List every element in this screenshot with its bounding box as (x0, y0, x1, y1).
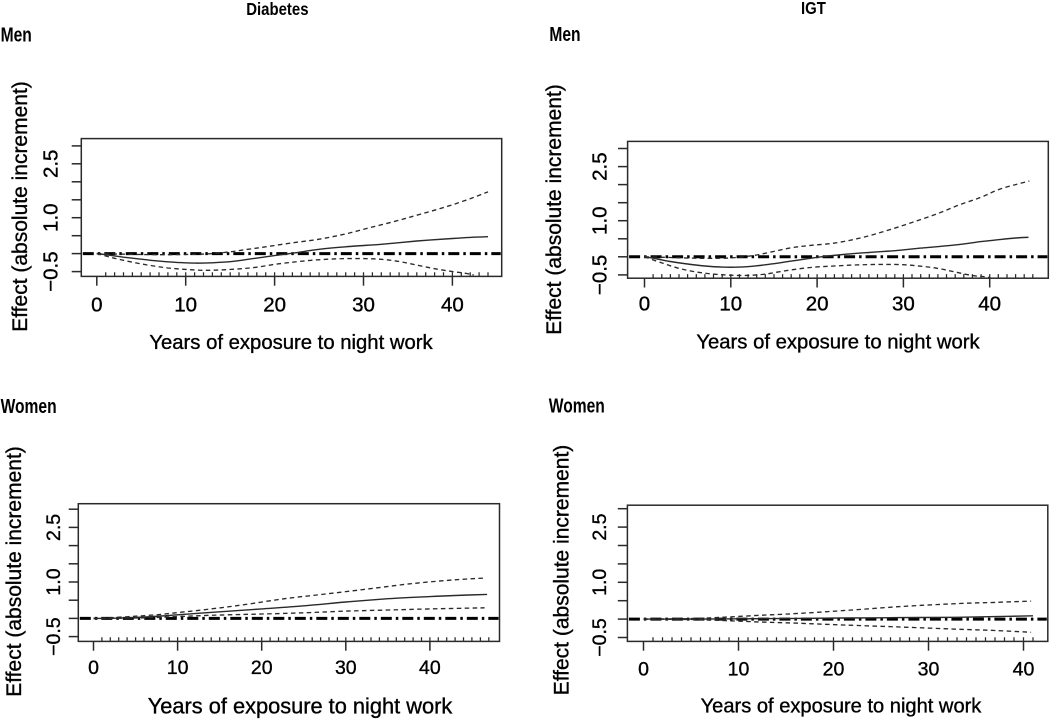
svg-text:20: 20 (806, 293, 829, 316)
svg-text:Effect (absolute increment): Effect (absolute increment) (543, 84, 566, 335)
svg-text:10: 10 (728, 659, 750, 681)
svg-text:Years of exposure to night wor: Years of exposure to night work (149, 332, 433, 354)
svg-text:10: 10 (167, 657, 189, 679)
svg-text:0: 0 (91, 294, 102, 317)
svg-text:Men: Men (549, 23, 580, 45)
svg-text:40: 40 (978, 293, 1001, 316)
svg-text:30: 30 (918, 659, 940, 681)
svg-text:Women: Women (1, 395, 57, 417)
svg-text:2.5: 2.5 (40, 150, 63, 179)
svg-text:1.0: 1.0 (40, 203, 63, 232)
svg-text:IGT: IGT (801, 0, 826, 18)
svg-text:40: 40 (1013, 659, 1035, 681)
svg-text:−0.5: −0.5 (40, 251, 63, 291)
svg-text:Women: Women (549, 394, 605, 416)
svg-text:10: 10 (174, 294, 197, 317)
svg-text:−0.5: −0.5 (589, 255, 612, 295)
svg-text:30: 30 (352, 294, 375, 317)
svg-text:2.5: 2.5 (589, 513, 611, 540)
svg-text:0: 0 (88, 657, 99, 679)
svg-text:40: 40 (419, 657, 441, 679)
svg-text:30: 30 (335, 657, 357, 679)
svg-text:0: 0 (638, 659, 649, 681)
svg-text:20: 20 (251, 657, 273, 679)
svg-text:Effect (absolute increment): Effect (absolute increment) (551, 445, 574, 696)
svg-text:Years of exposure to night wor: Years of exposure to night work (148, 693, 453, 718)
svg-text:2.5: 2.5 (43, 514, 65, 541)
svg-text:1.0: 1.0 (43, 568, 65, 595)
svg-text:Years of exposure to night wor: Years of exposure to night work (701, 696, 983, 718)
svg-text:10: 10 (719, 293, 742, 316)
svg-text:Effect (absolute increment): Effect (absolute increment) (9, 81, 32, 332)
svg-text:−0.5: −0.5 (43, 617, 65, 656)
svg-text:Years of exposure to night wor: Years of exposure to night work (696, 332, 980, 354)
svg-text:2.5: 2.5 (589, 152, 612, 181)
svg-text:20: 20 (263, 294, 286, 317)
svg-text:Effect (absolute increment): Effect (absolute increment) (3, 446, 26, 697)
svg-text:−0.5: −0.5 (589, 618, 611, 657)
svg-text:1.0: 1.0 (589, 206, 612, 235)
svg-text:Men: Men (1, 24, 32, 46)
svg-text:40: 40 (441, 294, 464, 317)
svg-text:20: 20 (823, 659, 845, 681)
svg-text:Diabetes: Diabetes (246, 0, 308, 19)
svg-text:0: 0 (639, 293, 650, 316)
svg-text:30: 30 (892, 293, 915, 316)
svg-text:1.0: 1.0 (589, 569, 611, 596)
